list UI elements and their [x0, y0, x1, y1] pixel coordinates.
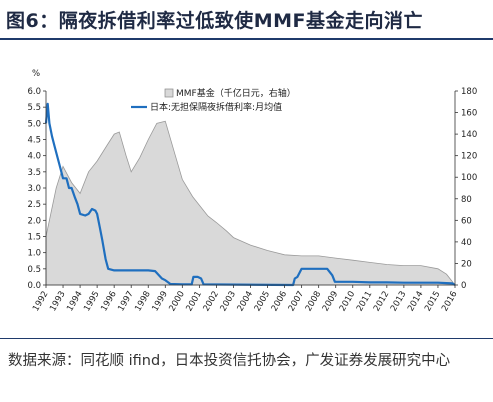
x-tick-label: 1992 — [31, 290, 50, 314]
left-tick-label: 4.0 — [27, 152, 41, 162]
left-tick-label: 0.0 — [27, 281, 41, 291]
x-tick-label: 2015 — [423, 290, 442, 314]
left-tick-label: 1.5 — [27, 233, 41, 243]
left-tick-label: 3.5 — [27, 168, 41, 178]
source-divider — [0, 338, 493, 339]
right-tick-label: 0 — [461, 281, 466, 291]
chart-legend: MMF基金（千亿日元，右轴） 日本:无担保隔夜拆借利率:月均值 — [131, 87, 296, 113]
right-tick-label: 80 — [461, 195, 472, 205]
left-tick-label: 2.5 — [27, 200, 41, 210]
right-tick-label: 160 — [461, 109, 477, 119]
left-tick-label: 6.0 — [27, 87, 41, 97]
right-tick-label: 20 — [461, 259, 472, 269]
source-note: 数据来源：同花顺 ifind，日本投资信托协会，广发证券发展研究中心 — [8, 353, 451, 369]
x-tick-label: 2006 — [270, 290, 289, 314]
left-tick-label: 5.5 — [27, 103, 41, 113]
left-tick-label: 1.0 — [27, 249, 41, 259]
area-series-mmf-fund — [45, 120, 456, 286]
legend-label-overnight-rate: 日本:无担保隔夜拆借利率:月均值 — [150, 101, 282, 113]
x-tick-label: 1993 — [48, 290, 67, 314]
chart: 0.0 0.5 1.0 1.5 2.0 2.5 3.0 3.5 4.0 4.5 5.0 5.5 6.0%… — [27, 69, 477, 314]
x-tick-label: 2011 — [355, 290, 374, 314]
x-tick-label: 2001 — [184, 290, 203, 314]
x-tick-label: 2002 — [202, 290, 221, 314]
title-divider — [0, 38, 493, 40]
x-tick-label: 1995 — [82, 290, 101, 314]
left-tick-label: 3.0 — [27, 184, 41, 194]
x-tick-label: 2016 — [440, 290, 459, 314]
line-overnight-rate — [44, 102, 456, 287]
right-tick-label: 60 — [461, 216, 472, 226]
left-tick-label: 0.5 — [27, 265, 41, 275]
right-tick-label: 120 — [461, 152, 477, 162]
page-title: 图6：隔夜拆借利率过低致使MMF基金走向消亡 — [6, 10, 424, 32]
x-tick-label: 2013 — [389, 290, 408, 314]
x-tick-label: 2003 — [219, 290, 238, 314]
right-tick-label: 140 — [461, 130, 477, 140]
right-tick-label: 100 — [461, 173, 477, 183]
x-tick-label: 2000 — [167, 290, 186, 314]
x-tick-label: 1997 — [116, 290, 135, 314]
right-tick-label: 180 — [461, 87, 477, 97]
x-tick-label: 2005 — [253, 290, 272, 314]
left-tick-label: 2.0 — [27, 216, 41, 226]
x-tick-label: 2014 — [406, 290, 425, 314]
x-tick-label: 2004 — [236, 290, 255, 314]
title-bar: 图6：隔夜拆借利率过低致使MMF基金走向消亡 — [0, 0, 493, 40]
x-tick-label: 2008 — [304, 290, 323, 314]
x-tick-label: 1996 — [99, 290, 118, 314]
x-tick-label: 2012 — [372, 290, 391, 314]
line-series-overnight-rate — [44, 102, 456, 287]
legend-swatch-mmf-fund — [164, 88, 174, 98]
x-tick-label: 1999 — [150, 290, 169, 314]
legend-label-mmf-fund: MMF基金（千亿日元，右轴） — [176, 87, 296, 99]
left-tick-label: 4.5 — [27, 136, 41, 146]
x-tick-label: 2010 — [338, 290, 357, 314]
area-mmf-fund — [45, 120, 456, 286]
x-tick-label: 1994 — [65, 290, 84, 314]
right-tick-label: 40 — [461, 238, 472, 248]
x-tick-label: 2007 — [287, 290, 306, 314]
left-axis-unit: % — [32, 69, 40, 79]
x-tick-label: 1998 — [133, 290, 152, 314]
left-tick-label: 5.0 — [27, 119, 41, 129]
x-tick-label: 2009 — [321, 290, 340, 314]
